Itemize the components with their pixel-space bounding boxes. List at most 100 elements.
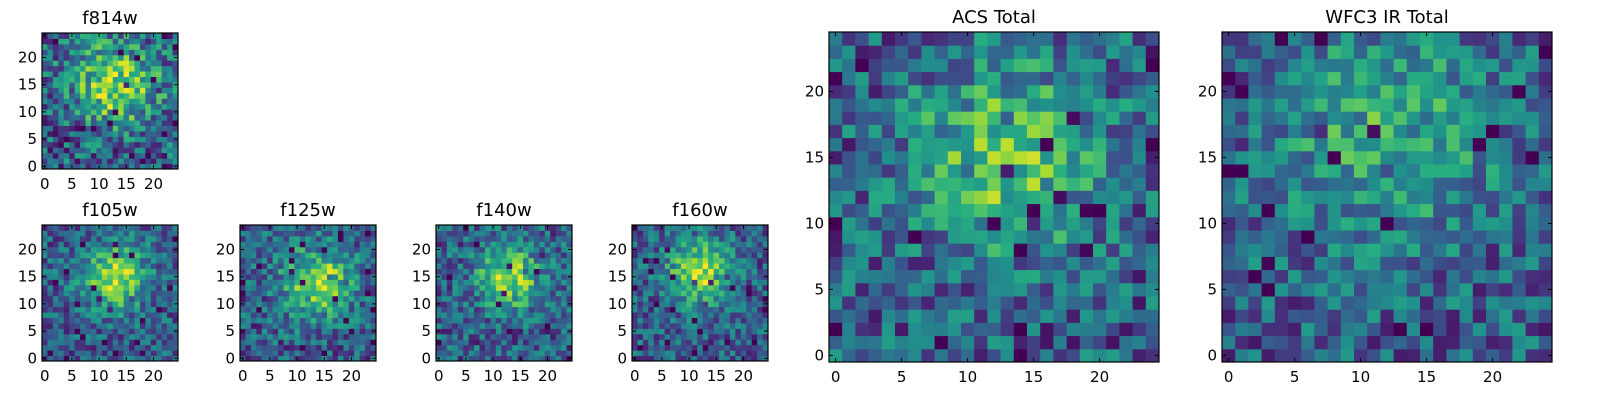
heatmap-cell	[506, 312, 513, 318]
heatmap-cell	[1274, 58, 1289, 73]
heatmap-cell	[441, 301, 448, 308]
x-tick-label: 20	[144, 175, 163, 193]
heatmap-cell	[987, 84, 1002, 99]
heatmap-cell	[123, 295, 130, 302]
heatmap-cell	[47, 43, 54, 50]
heatmap-cell	[107, 103, 114, 110]
heatmap-cell	[250, 306, 257, 313]
heatmap-cell	[550, 312, 557, 318]
heatmap-cell	[868, 348, 883, 363]
heatmap-cell	[101, 147, 108, 154]
heatmap-cell	[337, 284, 344, 291]
heatmap-cell	[533, 252, 540, 259]
heatmap-cell	[523, 252, 529, 259]
heatmap-cell	[441, 344, 448, 351]
heatmap-cell	[921, 243, 936, 257]
heatmap-cell	[47, 136, 54, 143]
heatmap-cell	[664, 344, 671, 351]
heatmap-cell	[1222, 348, 1236, 363]
heatmap-cell	[463, 301, 470, 308]
heatmap-cell	[533, 225, 540, 231]
heatmap-cell	[974, 150, 988, 165]
heatmap-cell	[343, 301, 350, 308]
heatmap-cell	[337, 339, 344, 346]
heatmap-cell	[762, 241, 769, 248]
heatmap-cell	[908, 256, 922, 271]
heatmap-cell	[506, 279, 513, 286]
heatmap-cell	[757, 230, 764, 237]
heatmap-cell	[1446, 309, 1461, 323]
heatmap-cell	[365, 333, 372, 340]
heatmap-cell	[555, 333, 562, 340]
heatmap-cell	[1420, 58, 1434, 73]
heatmap-cell	[245, 344, 252, 351]
heatmap-cell	[1538, 124, 1553, 139]
heatmap-cell	[934, 309, 949, 323]
heatmap-cell	[354, 301, 361, 308]
heatmap-cell	[484, 355, 491, 362]
heatmap-cell	[96, 333, 103, 340]
heatmap-cell	[829, 230, 843, 244]
heatmap-cell	[47, 355, 54, 362]
heatmap-cell	[1420, 335, 1434, 350]
heatmap-cell	[648, 263, 655, 270]
heatmap-cell	[934, 256, 949, 271]
heatmap-cell	[1301, 282, 1315, 297]
heatmap-cell	[112, 295, 119, 302]
heatmap-cell	[1106, 98, 1120, 112]
heatmap-cell	[686, 322, 693, 329]
heatmap-cell	[637, 322, 644, 329]
heatmap-cell	[118, 141, 125, 148]
heatmap-cell	[365, 241, 372, 248]
heatmap-cell	[69, 43, 76, 50]
heatmap-cell	[261, 279, 268, 286]
heatmap-cell	[539, 246, 546, 253]
heatmap-cell	[1261, 137, 1276, 152]
heatmap-cell	[42, 279, 48, 286]
heatmap-cell	[107, 130, 114, 137]
heatmap-cell	[63, 114, 70, 121]
heatmap-cell	[1040, 322, 1054, 337]
heatmap-cell	[47, 257, 54, 264]
heatmap-cell	[123, 71, 130, 78]
heatmap-cell	[343, 263, 350, 270]
heatmap-cell	[256, 225, 263, 231]
heatmap-cell	[156, 246, 163, 253]
heatmap-cell	[139, 87, 146, 94]
heatmap-cell	[245, 279, 252, 286]
heatmap-cell	[751, 312, 758, 318]
heatmap-cell	[74, 114, 81, 121]
heatmap-cell	[85, 246, 92, 253]
heatmap-cell	[172, 65, 179, 72]
heatmap-cell	[974, 282, 988, 297]
heatmap-cell	[245, 268, 252, 275]
heatmap-cell	[47, 317, 54, 324]
heatmap-cell	[1222, 177, 1236, 191]
heatmap-cell	[735, 328, 742, 335]
heatmap-cell	[370, 312, 377, 318]
heatmap-cell	[1406, 45, 1421, 59]
heatmap-cell	[1327, 256, 1342, 271]
heatmap-cell	[96, 158, 103, 165]
heatmap-cell	[370, 333, 377, 340]
heatmap-cell	[150, 152, 157, 159]
heatmap-cell	[1340, 58, 1355, 73]
heatmap-cell	[172, 120, 179, 126]
heatmap-cell	[1420, 164, 1434, 178]
heatmap-cell	[256, 312, 263, 318]
heatmap-cell	[139, 322, 146, 329]
heatmap-cell	[881, 322, 896, 337]
heatmap-cell	[101, 130, 108, 137]
heatmap-cell	[751, 344, 758, 351]
heatmap-cell	[365, 290, 372, 297]
heatmap-cell	[719, 355, 725, 362]
heatmap-cell	[664, 273, 671, 280]
heatmap-cell	[1327, 98, 1342, 112]
heatmap-cell	[1093, 296, 1107, 310]
heatmap-cell	[881, 190, 896, 205]
heatmap-cell	[1053, 177, 1068, 191]
heatmap-cell	[107, 109, 114, 116]
heatmap-cell	[528, 328, 535, 335]
heatmap-cell	[457, 279, 464, 286]
heatmap-cell	[735, 230, 742, 237]
